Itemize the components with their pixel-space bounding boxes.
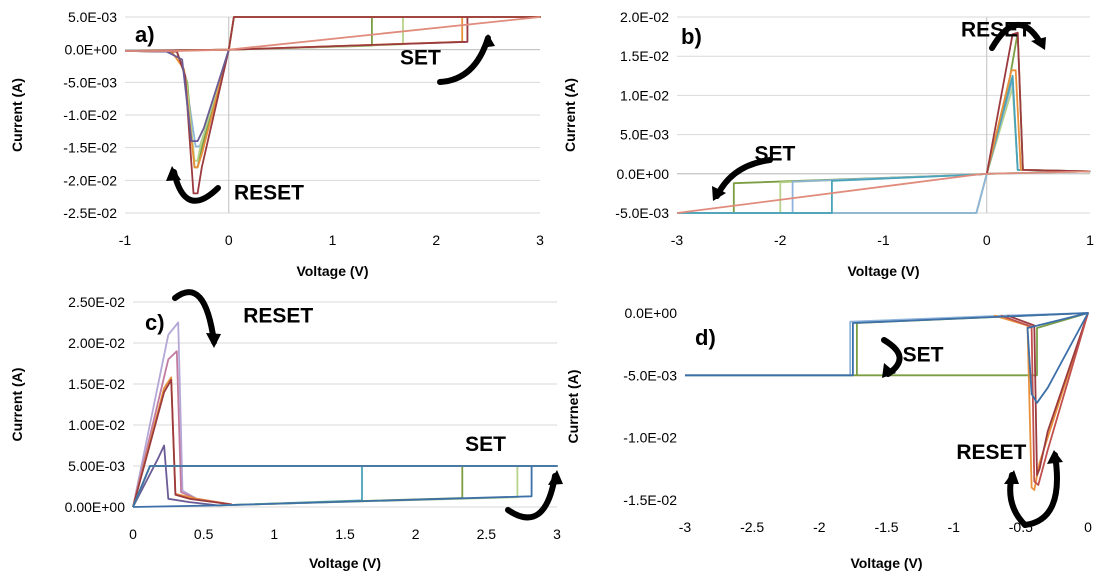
series-line-2	[677, 86, 1091, 214]
series-line-9	[132, 465, 558, 508]
series-line-6	[124, 49, 230, 143]
x-tick-label: -2	[813, 519, 826, 535]
y-tick-label: 5.00E-03	[68, 458, 125, 474]
reset-arrow-head	[1031, 37, 1046, 50]
y-tick-label: -5.0E-03	[63, 74, 117, 90]
x-tick-label: 2	[432, 232, 440, 248]
y-tick-label: -2.0E-02	[63, 172, 117, 188]
annotation-set: SET	[400, 47, 441, 70]
y-tick-label: 5.0E-03	[68, 9, 117, 25]
x-tick-label: 1.5	[335, 526, 355, 542]
y-tick-label: -2.5E-02	[63, 205, 117, 221]
panel-label: b)	[681, 24, 702, 49]
x-tick-label: 1	[1086, 232, 1094, 248]
series-line-6	[685, 312, 1089, 404]
reset-arrow	[172, 289, 217, 345]
x-axis-label: Voltage (V)	[850, 555, 922, 571]
x-tick-label: -1	[947, 519, 960, 535]
y-tick-label: 5.0E-03	[620, 127, 669, 143]
annotation-reset: RESET	[243, 305, 313, 328]
x-tick-label: 0	[1084, 519, 1092, 535]
y-axis-label: Current (A)	[9, 78, 25, 152]
annotation-set: SET	[903, 344, 944, 367]
panel-label: c)	[145, 310, 165, 335]
x-tick-label: -3	[671, 232, 684, 248]
series-line-6	[985, 31, 1091, 174]
reset-arrow	[1022, 452, 1060, 528]
x-tick-label: 2	[412, 526, 420, 542]
y-tick-label: 1.5E-02	[620, 48, 669, 64]
set-arrow-head	[882, 363, 896, 378]
reset-arrow	[989, 21, 1043, 51]
reset-arrow-head	[166, 166, 181, 181]
y-tick-label: 2.50E-02	[68, 294, 125, 310]
series-line-5	[1000, 312, 1089, 486]
series-line-3	[677, 78, 1091, 214]
x-tick-label: 0	[983, 232, 991, 248]
y-tick-label: -1.0E-02	[623, 430, 677, 446]
panel-b: 2.0E-02 1.5E-02 1.0E-02 5.0E-03 0.0E+00 -5.0E…	[562, 9, 1094, 279]
x-tick-label: 2.5	[477, 526, 497, 542]
panel-d: 0.0E+00 -5.0E-03 -1.0E-02 -1.5E-02-3 -2.5 -2 -…	[565, 305, 1092, 571]
x-tick-label: 0.5	[194, 526, 214, 542]
y-axis-label: Current (A)	[9, 368, 25, 442]
series-line-4	[1007, 312, 1089, 477]
reset-arrow	[171, 169, 221, 204]
y-tick-label: 0.0E+00	[616, 166, 669, 182]
series-line-4	[677, 74, 1091, 214]
set-arrow-head	[481, 34, 495, 48]
y-tick-label: 2.0E-02	[620, 9, 669, 25]
panel-label: a)	[135, 22, 155, 47]
y-axis-label: Currnet (A)	[565, 370, 581, 444]
annotation-reset: RESET	[234, 181, 304, 204]
y-tick-label: 1.50E-02	[68, 376, 125, 392]
y-tick-label: -1.0E-02	[63, 107, 117, 123]
reset-arrow-head	[206, 333, 221, 348]
y-tick-label: 2.00E-02	[68, 335, 125, 351]
y-tick-label: 0.0E+00	[64, 42, 117, 58]
annotation-set: SET	[465, 433, 506, 456]
x-tick-label: 1	[270, 526, 278, 542]
set-arrow	[437, 35, 491, 85]
y-tick-label: -5.0E-03	[615, 205, 669, 221]
x-tick-label: 0	[225, 232, 233, 248]
x-tick-label: -2	[774, 232, 787, 248]
panel-c: 2.50E-02 2.00E-02 1.50E-02 1.00E-02 5.00E-03…	[9, 289, 563, 571]
x-tick-label: 1	[329, 232, 337, 248]
x-tick-label: -1	[119, 232, 132, 248]
set-arrow	[505, 473, 558, 521]
y-axis-label: Current (A)	[562, 78, 578, 152]
reset-arrow-2-head	[1004, 470, 1019, 484]
series-line-4	[132, 378, 233, 508]
y-tick-label: -5.0E-03	[623, 367, 677, 383]
x-tick-label: 3	[536, 232, 544, 248]
panel-label: d)	[695, 325, 716, 350]
x-tick-label: -1.5	[874, 519, 898, 535]
x-tick-label: 0	[129, 526, 137, 542]
y-tick-label: 0.0E+00	[624, 305, 677, 321]
series-line-7	[676, 170, 1091, 214]
x-tick-label: -3	[679, 519, 692, 535]
set-arrow-head	[548, 470, 563, 485]
x-tick-label: -1	[877, 232, 890, 248]
x-axis-label: Voltage (V)	[847, 263, 919, 279]
x-tick-label: -2.5	[740, 519, 764, 535]
panel-a: 5.0E-03 0.0E+00 -5.0E-03 -1.0E-02 -1.5E-02 -2…	[9, 9, 544, 279]
y-tick-label: 1.0E-02	[620, 87, 669, 103]
series-line-7	[125, 16, 541, 52]
set-arrow-head	[712, 186, 726, 201]
x-tick-label: 3	[553, 526, 561, 542]
y-tick-label: 1.00E-02	[68, 417, 125, 433]
reset-arrow-head	[1047, 450, 1063, 464]
y-tick-label: 0.00E+00	[65, 499, 126, 515]
y-tick-label: -1.5E-02	[63, 140, 117, 156]
x-axis-label: Voltage (V)	[296, 263, 368, 279]
x-axis-label: Voltage (V)	[309, 555, 381, 571]
annotation-reset: RESET	[956, 441, 1026, 464]
y-tick-label: -1.5E-02	[623, 492, 677, 508]
